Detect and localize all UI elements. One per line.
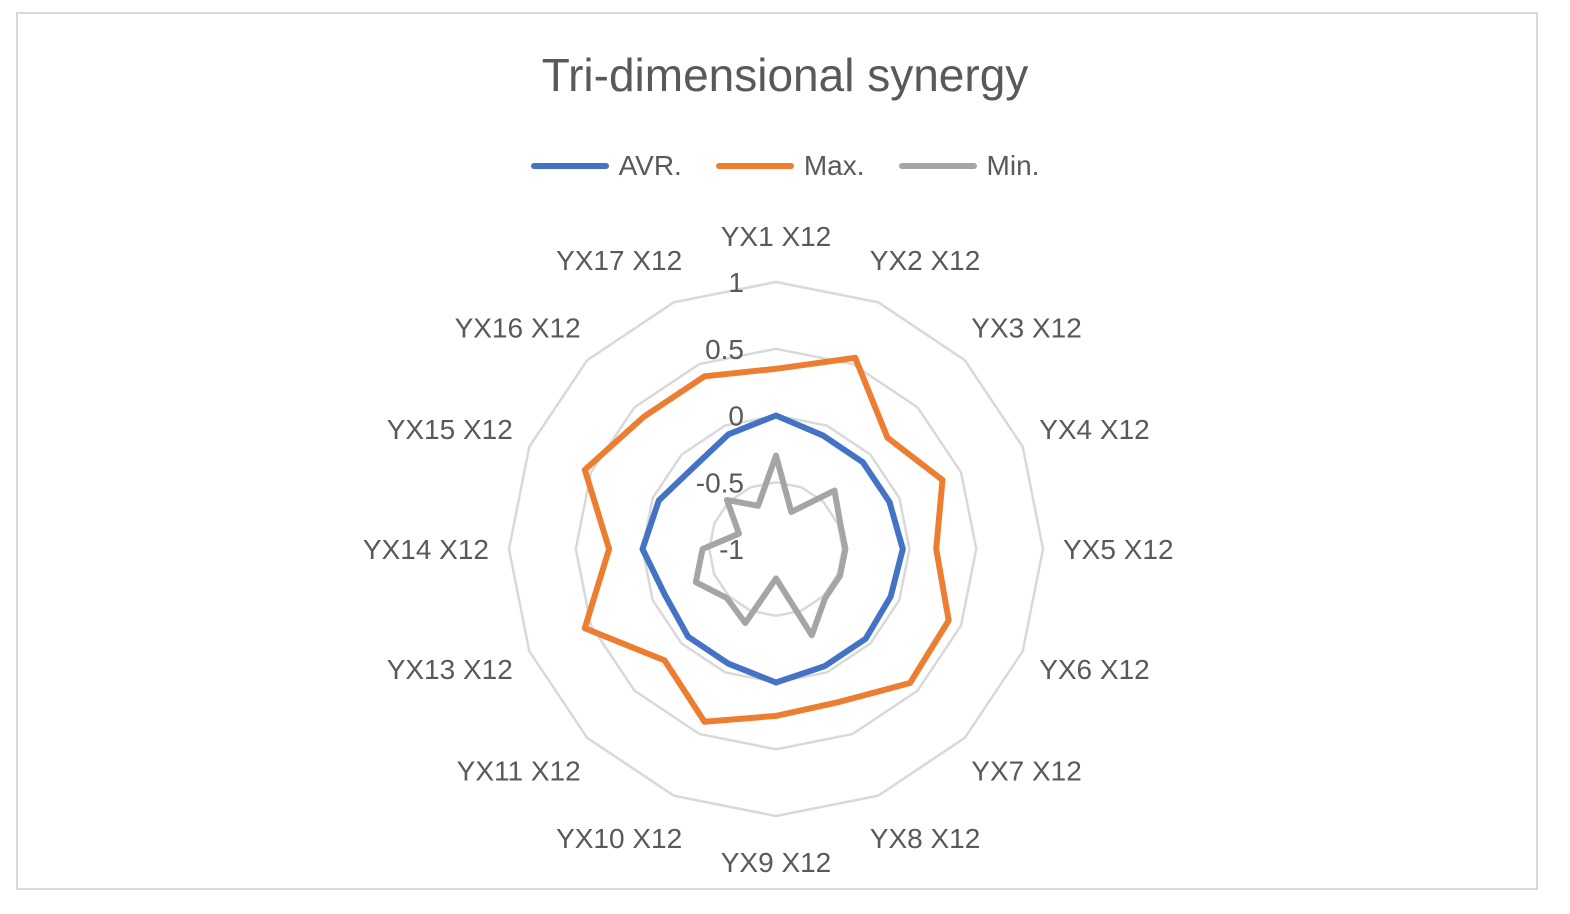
legend-swatch-avr — [530, 163, 609, 169]
series-line-max — [581, 354, 952, 725]
category-label-yx14-x12: YX14 X12 — [363, 534, 489, 565]
category-label-yx10-x12: YX10 X12 — [556, 823, 682, 854]
legend-swatch-max — [715, 163, 794, 169]
legend-label-max: Max. — [803, 150, 865, 181]
tick-label-2: 0 — [728, 401, 744, 432]
legend-label-avr: AVR. — [618, 150, 682, 181]
category-label-yx11-x12: YX11 X12 — [457, 755, 581, 786]
legend-item-min: Min. — [898, 150, 1040, 182]
category-label-yx13-x12: YX13 X12 — [387, 654, 513, 685]
category-label-yx1-x12: YX1 X12 — [721, 221, 832, 252]
category-label-yx9-x12: YX9 X12 — [721, 847, 832, 878]
legend-swatch-min — [898, 163, 977, 169]
category-label-yx3-x12: YX3 X12 — [971, 313, 1082, 344]
tick-label-3: 0.5 — [705, 334, 744, 365]
tick-label-4: 1 — [728, 267, 744, 298]
tick-label-1: -0.5 — [696, 467, 744, 498]
category-label-yx16-x12: YX16 X12 — [455, 313, 581, 344]
series-line-avr — [639, 412, 906, 686]
legend-item-avr: AVR. — [530, 150, 682, 182]
grid-ring-4 — [507, 280, 1045, 818]
chart-title: Tri-dimensional synergy — [541, 49, 1029, 101]
category-label-yx5-x12: YX5 X12 — [1063, 534, 1174, 565]
legend-label-min: Min. — [986, 150, 1040, 181]
category-label-yx6-x12: YX6 X12 — [1039, 654, 1150, 685]
chart-frame — [16, 12, 1538, 890]
chart-legend: AVR. Max. Min. — [0, 150, 1570, 182]
series-line-min — [692, 452, 849, 639]
category-label-yx15-x12: YX15 X12 — [387, 414, 513, 445]
category-label-yx8-x12: YX8 X12 — [870, 823, 981, 854]
grid-ring-1 — [708, 481, 845, 618]
category-label-yx4-x12: YX4 X12 — [1039, 414, 1150, 445]
legend-item-max: Max. — [715, 150, 865, 182]
category-label-yx2-x12: YX2 X12 — [870, 245, 981, 276]
grid-ring-3 — [574, 347, 978, 751]
category-label-yx17-x12: YX17 X12 — [556, 245, 682, 276]
category-label-yx7-x12: YX7 X12 — [971, 755, 1082, 786]
